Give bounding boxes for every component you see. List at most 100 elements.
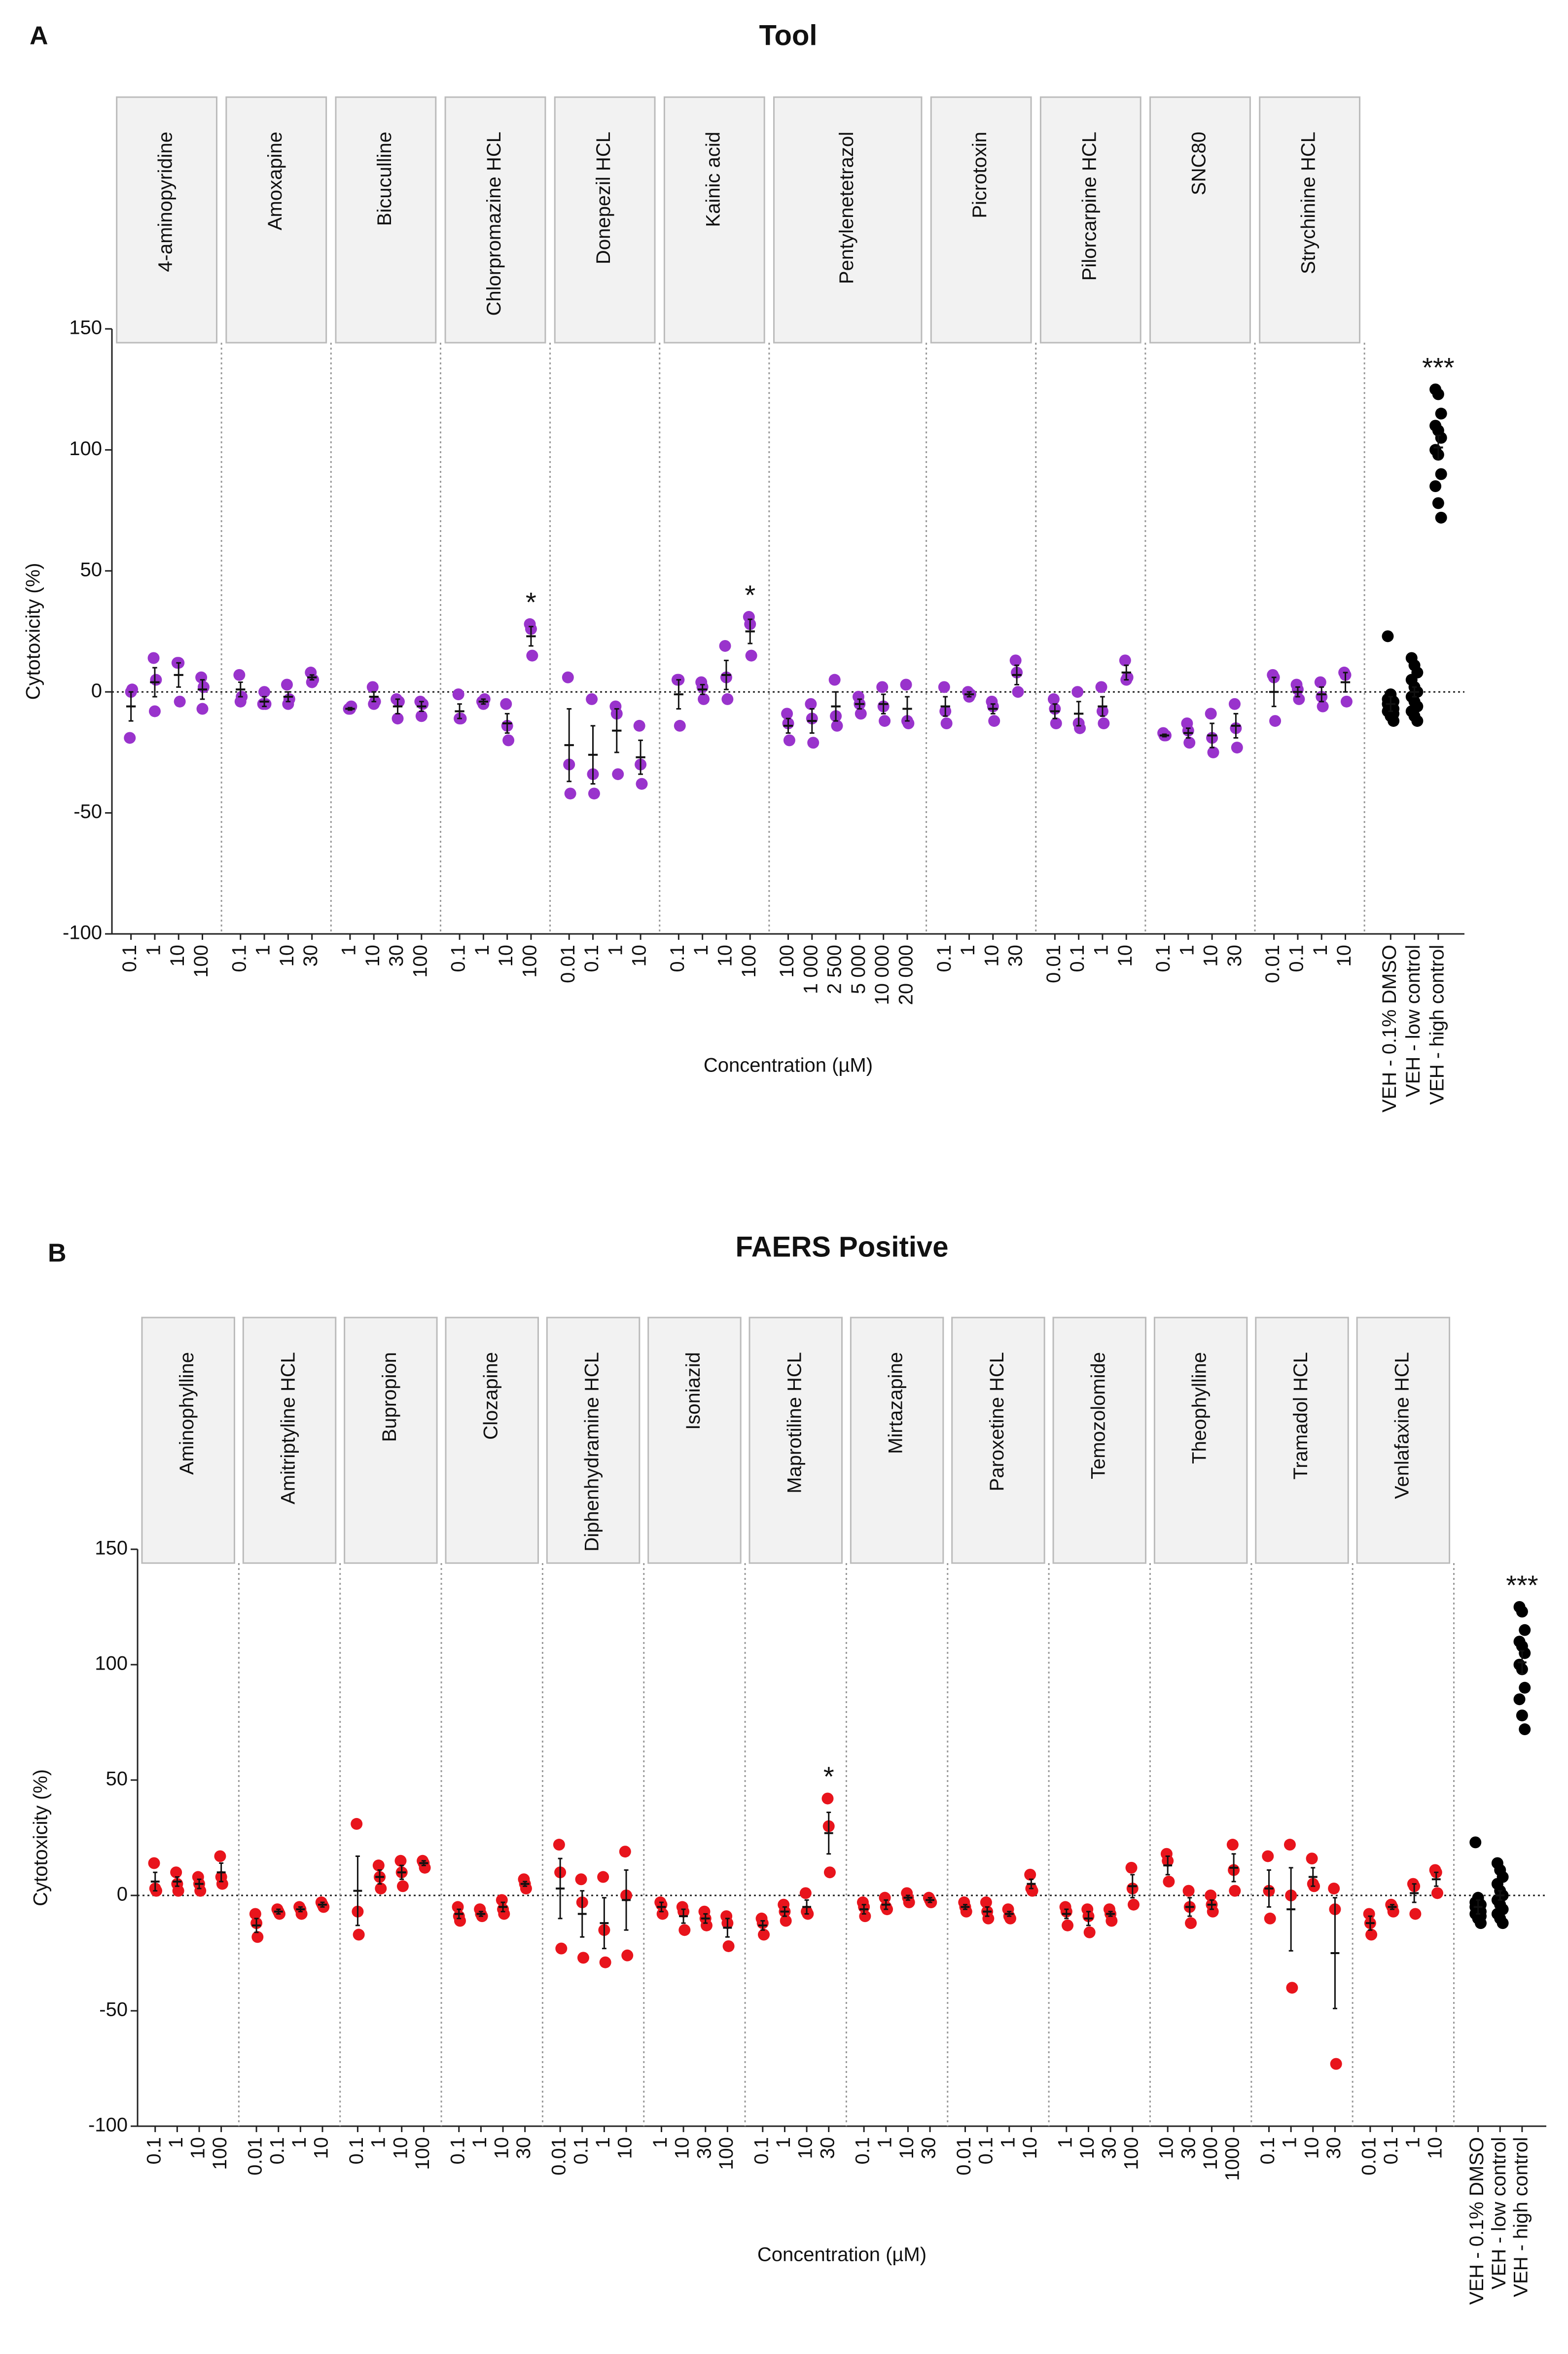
data-point — [621, 1949, 634, 1962]
group-header — [663, 96, 765, 344]
x-tick-label: 1 — [1054, 2137, 1076, 2148]
data-point — [1127, 1898, 1140, 1911]
x-tick-label: 1 — [368, 2137, 390, 2148]
data-point — [1163, 1875, 1175, 1888]
data-point — [1340, 695, 1353, 708]
x-tick-label: 1 — [288, 2137, 310, 2148]
group-header — [141, 1317, 235, 1564]
data-point — [1182, 1885, 1195, 1897]
data-point — [1513, 1693, 1526, 1706]
x-tick-label: 10 — [672, 2137, 693, 2159]
data-point — [633, 719, 645, 732]
data-point — [375, 1882, 387, 1894]
x-tick-label: 0.1 — [667, 945, 688, 972]
x-tick-label: 10 — [1114, 945, 1136, 967]
x-tick-label: 0.1 — [1380, 2137, 1402, 2165]
data-point — [174, 695, 186, 708]
data-point — [807, 737, 820, 749]
panel-label: A — [30, 22, 48, 50]
x-tick-label: 100 — [738, 945, 760, 978]
group-name: Venlafaxine HCL — [1391, 1352, 1413, 1499]
data-point — [597, 1871, 609, 1883]
data-point — [1435, 511, 1447, 524]
data-point — [283, 693, 295, 705]
x-tick-label: 30 — [693, 2137, 715, 2159]
x-tick-label: 30 — [1005, 945, 1027, 967]
significance-label: * — [526, 587, 536, 618]
x-tick-label: 0.1 — [750, 2137, 772, 2165]
data-point — [1435, 468, 1447, 480]
x-tick-label: 1 — [874, 2137, 895, 2148]
group-header — [116, 96, 217, 344]
data-point — [1095, 681, 1107, 693]
group-header — [951, 1317, 1045, 1564]
data-point — [1432, 497, 1444, 509]
group-header — [1149, 96, 1251, 344]
data-point — [415, 710, 428, 722]
data-point — [831, 719, 843, 732]
group-header — [1153, 1317, 1248, 1564]
group-header — [344, 1317, 438, 1564]
x-tick-label: 0.1 — [448, 945, 469, 972]
x-tick-label: 0.1 — [852, 2137, 874, 2165]
group-name: Mirtazapine — [885, 1352, 907, 1454]
x-tick-label: 1 — [469, 2137, 491, 2148]
data-point — [1431, 1887, 1444, 1899]
data-point — [1328, 1882, 1340, 1894]
x-tick-label: 1 — [252, 945, 274, 956]
data-point — [1105, 1915, 1118, 1927]
group-header — [546, 1317, 641, 1564]
data-point — [674, 719, 686, 732]
y-tick-label: 150 — [95, 1537, 128, 1559]
data-point — [1435, 407, 1447, 420]
x-tick-label: 10 — [1424, 2137, 1446, 2159]
data-point — [721, 693, 734, 705]
x-tick-label: 30 — [1177, 2137, 1199, 2159]
data-point — [1497, 1917, 1509, 1929]
x-tick-label: 10 — [714, 945, 736, 967]
data-point — [722, 1940, 735, 1952]
group-name: Temozolomide — [1087, 1352, 1109, 1479]
data-point — [555, 1942, 568, 1955]
group-header — [1039, 96, 1141, 344]
data-point — [799, 1887, 812, 1899]
x-tick-label: 30 — [918, 2137, 940, 2159]
data-point — [828, 674, 841, 686]
x-tick-label: 0.1 — [1286, 945, 1308, 972]
group-header — [1255, 1317, 1349, 1564]
data-point — [392, 713, 404, 725]
group-name: Bicuculline — [374, 132, 395, 226]
data-point — [879, 715, 891, 727]
data-point — [599, 1956, 611, 1968]
group-name: Diphenhydramine HCL — [581, 1352, 603, 1552]
x-tick-label: 10 — [276, 945, 298, 967]
x-tick-label: 10 — [1333, 945, 1355, 967]
group-name: Pilorcarpine HCL — [1078, 132, 1100, 281]
group-name: Aminophylline — [176, 1352, 198, 1475]
data-point — [1472, 1891, 1484, 1904]
x-tick-label: 1 — [605, 945, 626, 956]
x-tick-label: 1 — [1091, 945, 1112, 956]
data-point — [719, 640, 731, 652]
group-name: Theophylline — [1189, 1352, 1211, 1464]
data-point — [1262, 1850, 1274, 1862]
data-point — [196, 703, 209, 715]
chart-title: FAERS Positive — [736, 1231, 949, 1263]
data-point — [876, 681, 889, 693]
data-point — [258, 686, 271, 698]
x-tick-label: 30 — [386, 945, 407, 967]
x-tick-label: 100 — [190, 945, 212, 978]
data-point — [780, 1915, 792, 1927]
x-tick-label: 0.1 — [1067, 945, 1088, 972]
y-tick-label: 150 — [69, 317, 102, 339]
x-tick-label: VEH - high control — [1426, 945, 1448, 1105]
data-point — [1269, 715, 1282, 727]
x-axis-label: Concentration (µM) — [757, 2244, 927, 2266]
data-point — [251, 1931, 264, 1943]
data-point — [249, 1908, 261, 1920]
data-point — [124, 732, 136, 744]
x-tick-label: 0.1 — [581, 945, 603, 972]
data-point — [553, 1839, 565, 1851]
x-tick-label: 10 — [614, 2137, 636, 2159]
